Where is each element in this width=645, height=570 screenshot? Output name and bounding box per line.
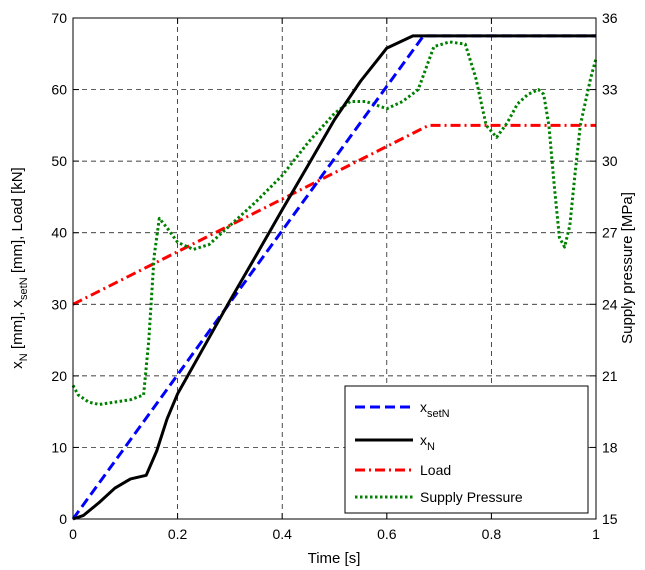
y-left-tail: [mm], Load [kN] [9,167,26,277]
plot-frame [72,17,597,520]
y-right-tick-label: 36 [602,10,618,26]
x-axis-label: Time [s] [308,550,361,567]
legend-label-main: x [420,399,427,415]
x-tick-label: 1 [592,526,600,542]
x-tick-label: 0.8 [482,526,502,542]
y-left-mid: [mm], x [9,299,26,353]
y-right-tick-label: 33 [602,82,618,98]
series-line-x-n [72,34,596,521]
y-left-tick-label: 40 [51,225,67,241]
ticks: 0 0.2 0.4 0.6 0.8 101020304050607015182124273… [51,10,617,542]
y-right-tick-label: 24 [602,296,618,312]
legend-label-x-n: xN [420,432,435,453]
y-left-main: x [9,361,26,369]
y-axis-label-left: xN [mm], xsetN [mm], Load [kN] [9,167,30,368]
y-right-tick-label: 27 [602,225,618,241]
y-left-tick-label: 10 [51,439,67,455]
series-line-load [72,123,596,306]
y-right-tick-label: 30 [602,153,618,169]
x-tick-label: 0.2 [168,526,188,542]
legend-label-x-setn: xsetN [420,399,450,420]
y-left-sub1: N [18,353,30,361]
legend-label-load: Load [420,462,451,478]
y-axis-label-right: Supply pressure [MPa] [619,192,636,344]
y-left-tick-label: 30 [51,296,67,312]
x-tick-label: 0.6 [377,526,397,542]
x-tick-label: 0 [69,526,77,542]
y-right-tick-label: 15 [602,511,618,527]
x-tick-label: 0.4 [272,526,292,542]
y-left-sub2: setN [18,277,30,300]
series-group [71,34,598,521]
y-left-tick-label: 20 [51,368,67,384]
legend-label-main: Load [420,462,451,478]
legend-label-sub: setN [427,408,450,420]
y-right-tick-label: 21 [602,368,618,384]
y-left-tick-label: 50 [51,153,67,169]
y-left-tick-label: 60 [51,82,67,98]
y-left-tick-label: 0 [59,511,67,527]
legend-label-supply-pressure: Supply Pressure [420,489,523,505]
legend-label-main: x [420,432,427,448]
legend-label-sub: N [427,441,435,453]
y-right-tick-label: 18 [602,439,618,455]
legend-label-main: Supply Pressure [420,489,523,505]
y-left-tick-label: 70 [51,10,67,26]
